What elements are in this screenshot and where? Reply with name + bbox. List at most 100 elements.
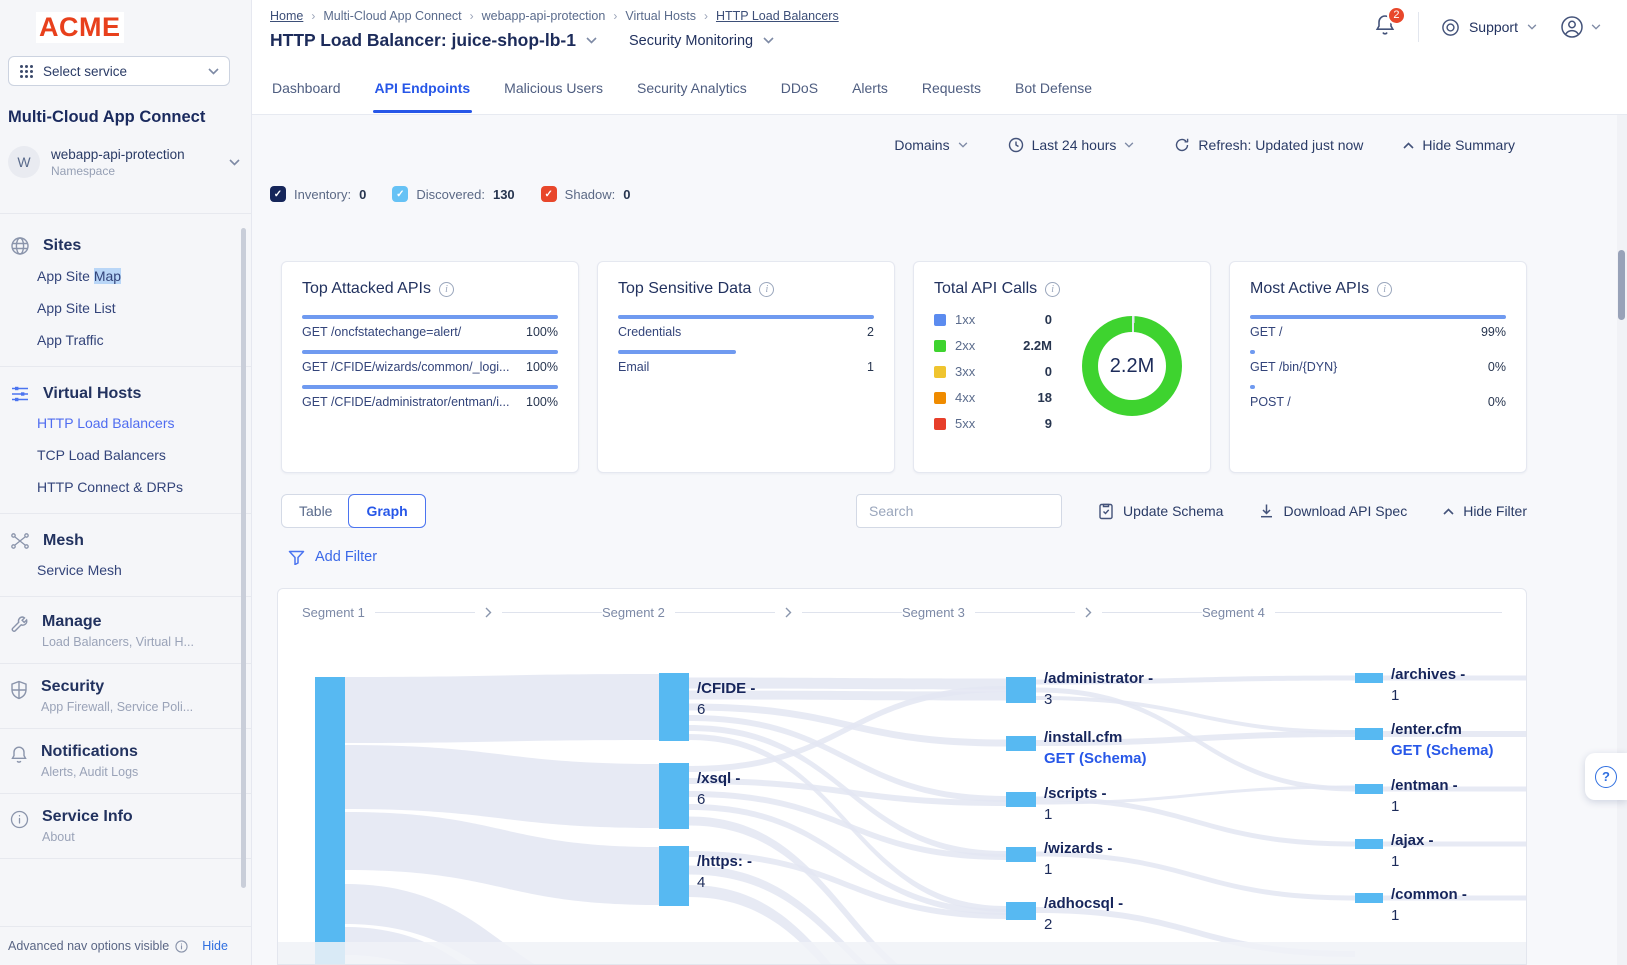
support-menu[interactable]: Support — [1441, 18, 1537, 37]
notifications-button[interactable]: 2 — [1374, 5, 1406, 42]
main-scrollbar-track[interactable] — [1617, 115, 1627, 965]
sidebar-item[interactable]: App Site Map — [37, 268, 122, 284]
info-icon[interactable]: i — [438, 281, 454, 297]
sankey-node[interactable] — [315, 677, 345, 964]
tab[interactable]: Malicious Users — [504, 80, 603, 96]
sidebar-scrollbar[interactable] — [241, 228, 246, 888]
title-chevron-down-icon[interactable] — [586, 37, 597, 44]
sankey-node-schema-link[interactable]: /install.cfm GET (Schema) — [1044, 729, 1147, 767]
breadcrumb-item[interactable]: Home › — [270, 9, 316, 23]
search-input[interactable] — [856, 494, 1063, 528]
add-filter-button[interactable]: Add Filter — [288, 549, 377, 565]
tab[interactable]: DDoS — [780, 80, 819, 96]
breadcrumb-item[interactable]: Multi-Cloud App Connect › — [323, 9, 474, 23]
add-filter-label: Add Filter — [315, 549, 378, 565]
clipboard-check-icon — [1098, 502, 1114, 520]
namespace-avatar: W — [8, 146, 40, 178]
api-bar-row[interactable]: GET /bin/{DYN} 0% — [1250, 350, 1506, 376]
api-filter-checkbox[interactable]: ✓ Shadow: 0 — [540, 186, 631, 202]
time-range-dropdown[interactable]: Last 24 hours — [1008, 137, 1135, 153]
sankey-node[interactable] — [1006, 902, 1036, 920]
breadcrumb-item[interactable]: Virtual Hosts › — [625, 9, 708, 23]
sankey-node[interactable] — [659, 763, 689, 829]
download-api-spec-button[interactable]: Download API Spec — [1259, 503, 1407, 519]
sankey-node[interactable] — [1355, 893, 1383, 903]
sankey-node[interactable] — [1006, 736, 1036, 751]
api-bar-row[interactable]: GET /CFIDE/administrator/entman/i... 100% — [302, 385, 558, 411]
sidebar-tool-row[interactable]: Service Info About — [0, 798, 252, 854]
chevron-right-icon — [785, 607, 792, 618]
sidebar-item[interactable]: App Site List — [37, 300, 116, 316]
sankey-node-schema-link[interactable]: /enter.cfm GET (Schema) — [1391, 721, 1494, 759]
api-bar-row[interactable]: GET /CFIDE/wizards/common/_logi... 100% — [302, 350, 558, 376]
chevron-down-icon — [1527, 24, 1537, 30]
sidebar-tool-row[interactable]: Manage Load Balancers, Virtual H... — [0, 603, 252, 659]
domains-dropdown[interactable]: Domains — [894, 137, 967, 153]
legend-swatch — [934, 313, 946, 326]
sidebar-tool-row[interactable]: Notifications Alerts, Audit Logs — [0, 733, 252, 789]
help-button[interactable]: ? — [1585, 753, 1627, 800]
info-icon[interactable]: i — [1045, 281, 1061, 297]
api-bar-row[interactable]: POST /0% — [1250, 385, 1506, 411]
group-icon — [10, 532, 30, 550]
sidebar-item[interactable]: TCP Load Balancers — [37, 447, 166, 463]
table-view-button[interactable]: Table — [299, 503, 333, 519]
sankey-node[interactable] — [1355, 784, 1383, 794]
sensitive-data-row[interactable]: Credentials 2 — [618, 315, 874, 341]
sankey-node[interactable] — [1006, 792, 1036, 807]
sankey-node-label: /wizards -1 — [1044, 840, 1113, 878]
sidebar-item[interactable]: App Traffic — [37, 332, 104, 348]
api-calls-donut-chart[interactable]: 2.2M — [1082, 316, 1182, 416]
hide-advanced-nav-link[interactable]: Hide — [202, 939, 228, 953]
sidebar-group-header[interactable]: Virtual Hosts — [0, 381, 252, 407]
tab[interactable]: Requests — [921, 80, 982, 96]
user-menu[interactable] — [1559, 14, 1601, 40]
sidebar-item[interactable]: HTTP Load Balancers — [37, 415, 175, 431]
tab[interactable]: Security Analytics — [636, 80, 747, 96]
card-title: Most Active APIs — [1250, 280, 1370, 297]
breadcrumb-item[interactable]: HTTP Load Balancers › — [715, 9, 839, 23]
refresh-button[interactable]: Refresh: Updated just now — [1174, 137, 1363, 153]
tab[interactable]: Alerts — [852, 80, 888, 96]
update-schema-button[interactable]: Update Schema — [1098, 502, 1223, 520]
sankey-node[interactable] — [1355, 673, 1383, 683]
sankey-node[interactable] — [1355, 839, 1383, 849]
graph-view-button[interactable]: Graph — [348, 494, 426, 528]
sidebar-item[interactable]: HTTP Connect & DRPs — [37, 479, 184, 495]
notification-badge: 2 — [1386, 5, 1406, 25]
breadcrumb-item[interactable]: webapp-api-protection › — [481, 9, 618, 23]
sankey-node[interactable] — [1006, 677, 1036, 703]
select-service-label: Select service — [43, 63, 128, 79]
sankey-node[interactable] — [659, 673, 689, 741]
legend-swatch — [934, 417, 946, 430]
main-scrollbar-thumb[interactable] — [1618, 250, 1625, 320]
sidebar-tool-row[interactable]: Security App Firewall, Service Poli... — [0, 668, 252, 724]
sidebar-item[interactable]: Service Mesh — [37, 562, 122, 578]
sankey-node[interactable] — [659, 846, 689, 906]
sensitive-data-row[interactable]: Email 1 — [618, 350, 874, 376]
tab[interactable]: API Endpoints — [372, 62, 473, 114]
checkbox-icon: ✓ — [540, 186, 557, 202]
select-service-dropdown[interactable]: Select service — [8, 56, 230, 86]
view-selector[interactable]: Security Monitoring — [629, 33, 774, 49]
api-bar-row[interactable]: GET /99% — [1250, 315, 1506, 341]
sidebar-group-header[interactable]: Sites — [0, 232, 252, 260]
api-filter-checkbox[interactable]: ✓ Discovered: 130 — [392, 186, 515, 202]
info-icon[interactable]: i — [759, 281, 775, 297]
time-range-label: Last 24 hours — [1031, 137, 1117, 153]
horizontal-scrollbar[interactable] — [278, 942, 1526, 964]
user-avatar-icon — [1559, 14, 1585, 40]
tab[interactable]: Bot Defense — [1015, 80, 1093, 96]
api-bar-row[interactable]: GET /oncfstatechange=alert/100% — [302, 315, 558, 341]
namespace-selector[interactable]: W webapp-api-protection Namespace — [8, 146, 240, 178]
hide-filter-button[interactable]: Hide Filter — [1443, 503, 1527, 519]
info-icon[interactable]: i — [1377, 281, 1393, 297]
chevron-down-icon — [958, 142, 968, 148]
hide-summary-button[interactable]: Hide Summary — [1403, 137, 1515, 153]
grid-icon — [19, 64, 34, 79]
sidebar-group-header[interactable]: Mesh — [0, 528, 252, 554]
sankey-node[interactable] — [1355, 728, 1383, 740]
tab[interactable]: Dashboard — [272, 80, 341, 96]
api-filter-checkbox[interactable]: ✓ Inventory: 0 — [270, 186, 366, 202]
sankey-node[interactable] — [1006, 847, 1036, 862]
